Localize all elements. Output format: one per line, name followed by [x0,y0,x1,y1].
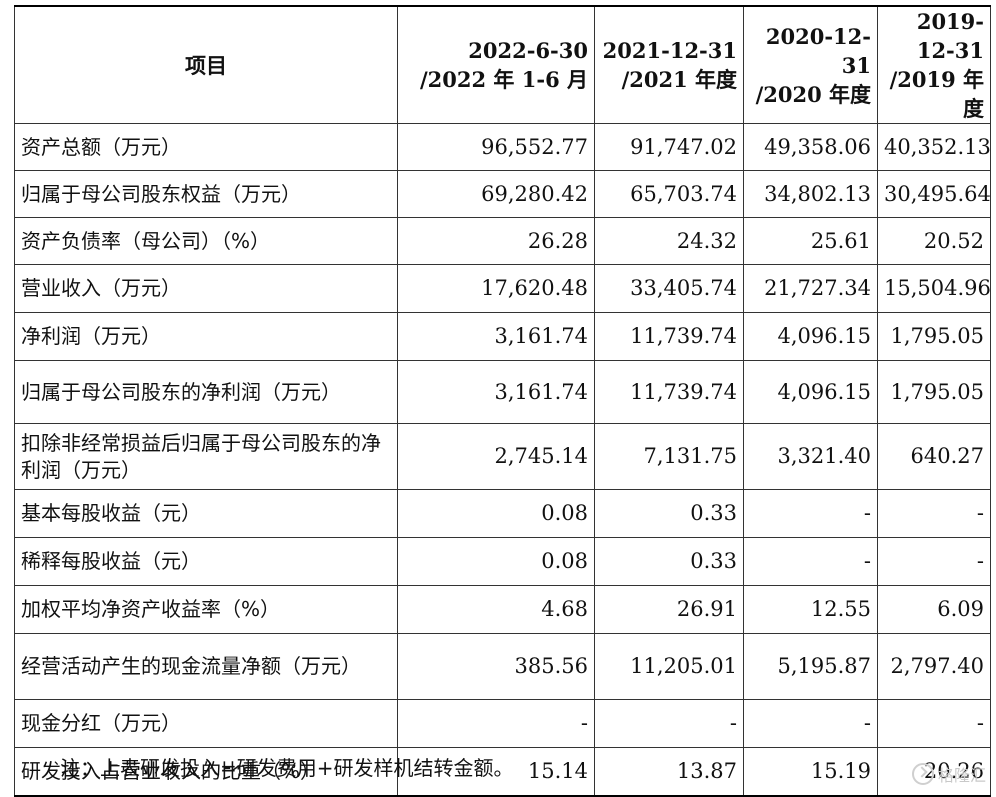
row-label: 基本每股收益（元） [14,489,398,538]
table-row: 资产总额（万元） 96,552.77 91,747.02 49,358.06 4… [14,123,991,171]
row-value: 3,321.40 [743,423,878,490]
table-row: 营业收入（万元） 17,620.48 33,405.74 21,727.34 1… [14,264,991,313]
table-row: 基本每股收益（元） 0.08 0.33 - - [14,489,991,538]
table-row: 经营活动产生的现金流量净额（万元） 385.56 11,205.01 5,195… [14,633,991,700]
header-col-1-line1: 2022-6-30 [468,38,588,63]
row-value: 4,096.15 [743,360,878,424]
row-value: 20.52 [877,217,991,265]
row-value: 12.55 [743,585,878,634]
financial-table: 项目 2022-6-30 /2022 年 1-6 月 2021-12-31 /2… [14,5,991,797]
row-value: 21,727.34 [743,264,878,313]
row-label: 加权平均净资产收益率（%） [14,585,398,634]
table-row: 资产负债率（母公司）（%） 26.28 24.32 25.61 20.52 [14,217,991,265]
row-value: - [877,489,991,538]
row-value: 25.61 [743,217,878,265]
header-col-1: 2022-6-30 /2022 年 1-6 月 [397,5,595,124]
header-col-4-line1: 2019-12-31 [916,9,984,63]
row-value: 26.28 [397,217,595,265]
table-row: 净利润（万元） 3,161.74 11,739.74 4,096.15 1,79… [14,312,991,361]
header-item: 项目 [14,5,398,124]
row-value: 0.33 [594,537,744,586]
header-col-4-line2: /2019 年度 [889,67,984,121]
row-value: 2,797.40 [877,633,991,700]
table-row: 归属于母公司股东的净利润（万元） 3,161.74 11,739.74 4,09… [14,360,991,424]
row-value: 49,358.06 [743,123,878,171]
row-value: 3,161.74 [397,312,595,361]
row-label: 净利润（万元） [14,312,398,361]
row-value: 69,280.42 [397,170,595,218]
table-note: 注：上表研发投入=研发费用+研发样机结转金额。 [60,756,514,780]
row-value: 0.08 [397,537,595,586]
row-label: 营业收入（万元） [14,264,398,313]
row-label: 资产负债率（母公司）（%） [14,217,398,265]
row-value: 26.91 [594,585,744,634]
row-value: 91,747.02 [594,123,744,171]
gelonghui-logo-icon [911,763,934,785]
row-value: - [397,699,595,748]
row-value: 1,795.05 [877,312,991,361]
header-col-3-line2: /2020 年度 [755,81,871,107]
row-value: - [877,699,991,748]
row-value: 65,703.74 [594,170,744,218]
header-col-1-line2: /2022 年 1-6 月 [420,67,588,92]
row-value: 15,504.96 [877,264,991,313]
row-label: 经营活动产生的现金流量净额（万元） [14,633,398,700]
header-col-3: 2020-12-31 /2020 年度 [743,5,878,124]
row-label: 归属于母公司股东的净利润（万元） [14,360,398,424]
row-value: - [743,537,878,586]
watermark: 格隆汇 [911,762,986,786]
row-value: 385.56 [397,633,595,700]
row-value: 11,205.01 [594,633,744,700]
row-label: 研发投入占营业收入的比重（%） [14,747,398,797]
row-value: 4.68 [397,585,595,634]
header-col-3-line1: 2020-12-31 [765,23,871,78]
row-value: 7,131.75 [594,423,744,490]
row-value: 3,161.74 [397,360,595,424]
watermark-text: 格隆汇 [937,766,986,785]
row-value: 17,620.48 [397,264,595,313]
table-row: 归属于母公司股东权益（万元） 69,280.42 65,703.74 34,80… [14,170,991,218]
row-value: 96,552.77 [397,123,595,171]
row-value: 6.09 [877,585,991,634]
row-value: 30,495.64 [877,170,991,218]
row-value: 11,739.74 [594,312,744,361]
header-col-4: 2019-12-31 /2019 年度 [877,5,991,124]
row-value: 1,795.05 [877,360,991,424]
row-value: 0.08 [397,489,595,538]
row-value: 13.87 [594,747,744,797]
table-row: 稀释每股收益（元） 0.08 0.33 - - [14,537,991,586]
header-col-2: 2021-12-31 /2021 年度 [594,5,744,124]
row-label: 扣除非经常损益后归属于母公司股东的净利润（万元） [14,423,398,490]
row-value: 15.14 [397,747,595,797]
row-value: 15.19 [743,747,878,797]
table-row: 现金分红（万元） - - - - [14,699,991,748]
row-label: 稀释每股收益（元） [14,537,398,586]
row-label: 归属于母公司股东权益（万元） [14,170,398,218]
table-row: 加权平均净资产收益率（%） 4.68 26.91 12.55 6.09 [14,585,991,634]
row-value: 2,745.14 [397,423,595,490]
row-value: 4,096.15 [743,312,878,361]
row-value: 11,739.74 [594,360,744,424]
row-value: 5,195.87 [743,633,878,700]
row-value: 33,405.74 [594,264,744,313]
header-col-2-line1: 2021-12-31 [602,38,737,63]
row-value: - [743,699,878,748]
row-value: 40,352.13 [877,123,991,171]
header-col-2-line2: /2021 年度 [621,67,737,92]
row-value: 0.33 [594,489,744,538]
header-row: 项目 2022-6-30 /2022 年 1-6 月 2021-12-31 /2… [14,5,991,124]
row-value: - [743,489,878,538]
row-value: 34,802.13 [743,170,878,218]
row-value: - [877,537,991,586]
row-value: - [594,699,744,748]
row-label: 资产总额（万元） [14,123,398,171]
table-row: 扣除非经常损益后归属于母公司股东的净利润（万元） 2,745.14 7,131.… [14,423,991,490]
row-value: 640.27 [877,423,991,490]
row-label: 现金分红（万元） [14,699,398,748]
row-value: 24.32 [594,217,744,265]
